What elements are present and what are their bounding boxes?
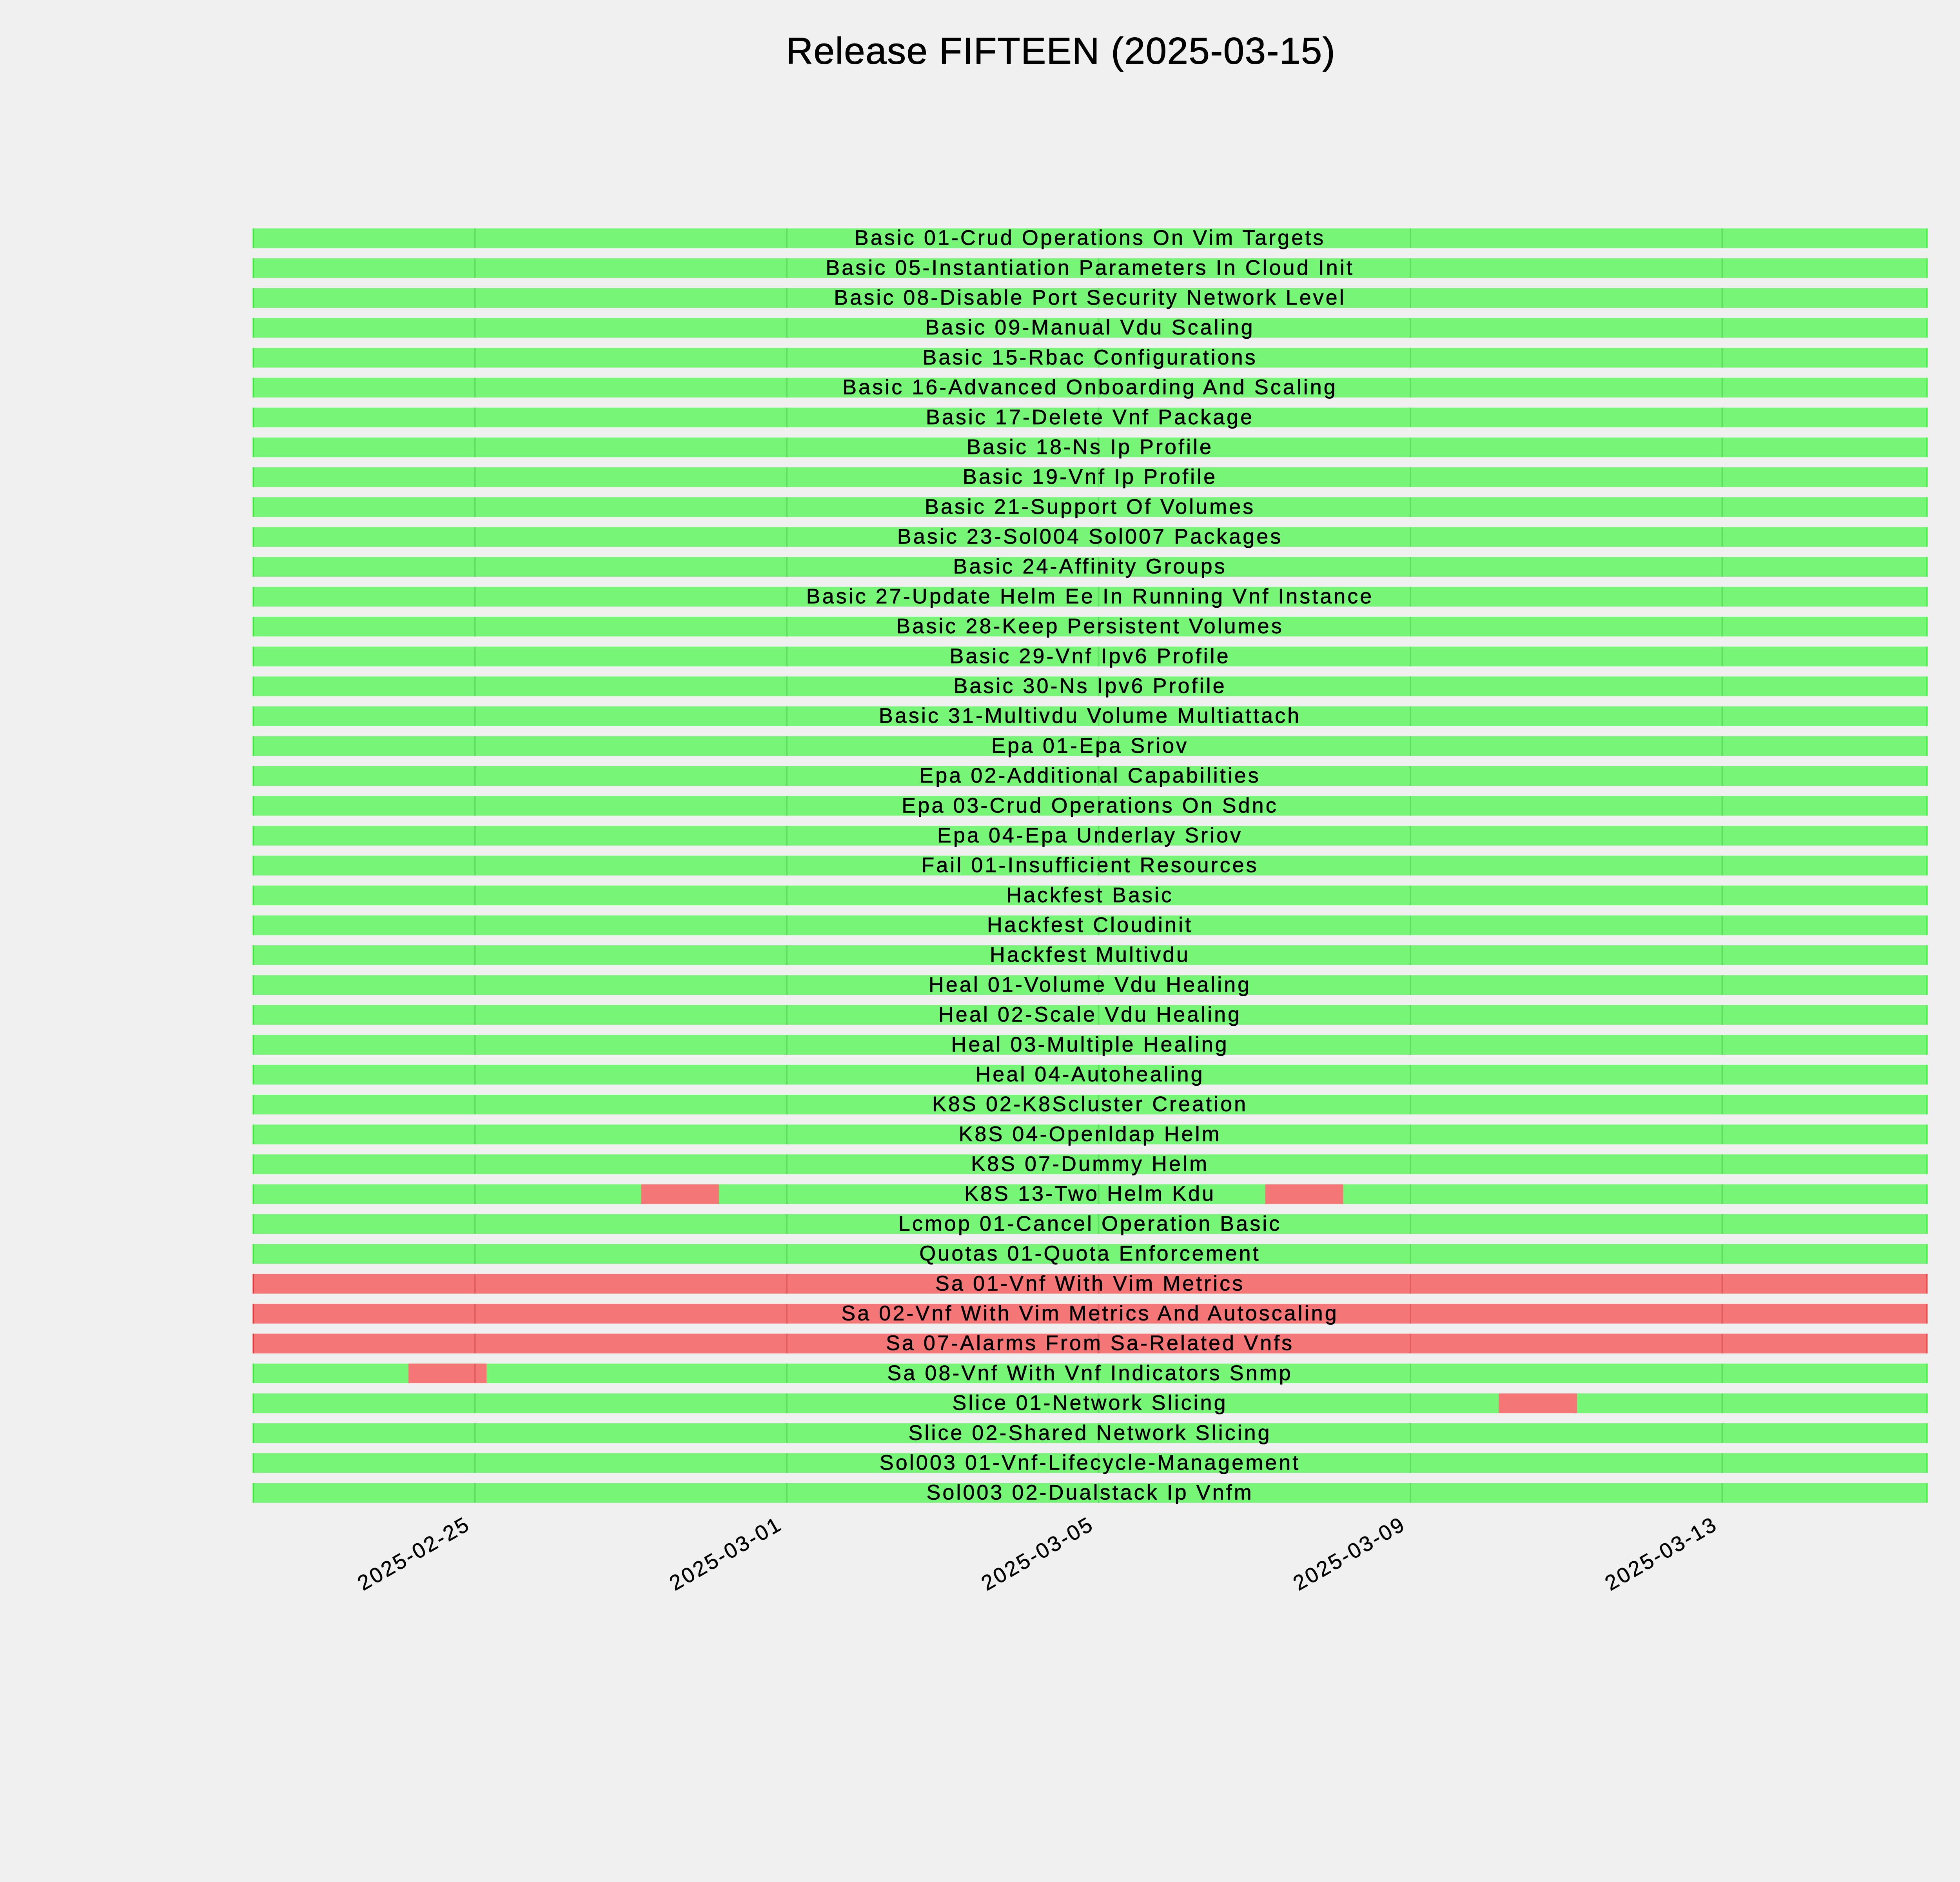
svg-text:Hackfest Cloudinit: Hackfest Cloudinit <box>987 913 1193 937</box>
svg-text:Basic 08-Disable Port Security: Basic 08-Disable Port Security Network L… <box>834 286 1346 309</box>
svg-text:Release FIFTEEN (2025-03-15): Release FIFTEEN (2025-03-15) <box>786 30 1336 72</box>
svg-text:Basic 05-Instantiation Paramet: Basic 05-Instantiation Parameters In Clo… <box>826 256 1354 280</box>
svg-text:Sa 02-Vnf With Vim Metrics And: Sa 02-Vnf With Vim Metrics And Autoscali… <box>841 1301 1338 1325</box>
svg-text:Epa 01-Epa Sriov: Epa 01-Epa Sriov <box>991 734 1189 758</box>
svg-text:Basic 19-Vnf Ip Profile: Basic 19-Vnf Ip Profile <box>963 465 1217 489</box>
svg-text:K8S 13-Two Helm Kdu: K8S 13-Two Helm Kdu <box>964 1182 1216 1206</box>
svg-text:K8S 07-Dummy Helm: K8S 07-Dummy Helm <box>971 1152 1209 1176</box>
svg-text:Basic 28-Keep Persistent Volum: Basic 28-Keep Persistent Volumes <box>896 614 1283 638</box>
svg-text:Slice 02-Shared Network Slicin: Slice 02-Shared Network Slicing <box>908 1421 1271 1444</box>
svg-text:Heal 01-Volume Vdu Healing: Heal 01-Volume Vdu Healing <box>929 973 1251 996</box>
svg-text:Lcmop 01-Cancel Operation Basi: Lcmop 01-Cancel Operation Basic <box>898 1212 1281 1235</box>
svg-text:Epa 04-Epa Underlay Sriov: Epa 04-Epa Underlay Sriov <box>937 823 1243 847</box>
svg-text:Basic 21-Support Of Volumes: Basic 21-Support Of Volumes <box>925 495 1255 518</box>
svg-text:Basic 29-Vnf Ipv6 Profile: Basic 29-Vnf Ipv6 Profile <box>949 644 1230 668</box>
svg-text:Heal 02-Scale Vdu Healing: Heal 02-Scale Vdu Healing <box>938 1003 1241 1026</box>
svg-text:Hackfest Multivdu: Hackfest Multivdu <box>990 943 1190 966</box>
svg-text:Sol003 02-Dualstack Ip Vnfm: Sol003 02-Dualstack Ip Vnfm <box>926 1481 1253 1504</box>
svg-text:Basic 17-Delete Vnf Package: Basic 17-Delete Vnf Package <box>926 405 1254 429</box>
svg-text:Heal 04-Autohealing: Heal 04-Autohealing <box>975 1063 1204 1086</box>
svg-text:Fail 01-Insufficient Resources: Fail 01-Insufficient Resources <box>921 854 1258 877</box>
svg-text:Heal 03-Multiple Healing: Heal 03-Multiple Healing <box>951 1033 1229 1056</box>
svg-text:Basic 30-Ns Ipv6 Profile: Basic 30-Ns Ipv6 Profile <box>953 674 1226 698</box>
svg-text:Basic 31-Multivdu Volume Multi: Basic 31-Multivdu Volume Multiattach <box>879 704 1301 728</box>
svg-text:Basic 18-Ns Ip Profile: Basic 18-Ns Ip Profile <box>967 435 1213 459</box>
svg-text:Slice 01-Network Slicing: Slice 01-Network Slicing <box>952 1391 1227 1415</box>
svg-text:Sa 01-Vnf With Vim Metrics: Sa 01-Vnf With Vim Metrics <box>935 1272 1245 1295</box>
svg-text:Basic 24-Affinity Groups: Basic 24-Affinity Groups <box>953 555 1227 578</box>
svg-text:Quotas 01-Quota Enforcement: Quotas 01-Quota Enforcement <box>919 1242 1260 1265</box>
svg-text:Sa 07-Alarms From Sa-Related V: Sa 07-Alarms From Sa-Related Vnfs <box>886 1332 1294 1355</box>
svg-text:Sa 08-Vnf With Vnf Indicators: Sa 08-Vnf With Vnf Indicators Snmp <box>887 1361 1292 1385</box>
svg-text:Hackfest Basic: Hackfest Basic <box>1006 883 1174 907</box>
svg-text:Basic 15-Rbac Configurations: Basic 15-Rbac Configurations <box>922 345 1257 369</box>
svg-text:Basic 27-Update Helm Ee In Run: Basic 27-Update Helm Ee In Running Vnf I… <box>806 585 1374 608</box>
svg-text:Sol003 01-Vnf-Lifecycle-Manage: Sol003 01-Vnf-Lifecycle-Management <box>880 1451 1301 1474</box>
svg-text:Basic 09-Manual Vdu Scaling: Basic 09-Manual Vdu Scaling <box>925 316 1254 339</box>
svg-text:Epa 03-Crud Operations On Sdnc: Epa 03-Crud Operations On Sdnc <box>902 794 1278 817</box>
svg-text:Basic 23-Sol004 Sol007 Package: Basic 23-Sol004 Sol007 Packages <box>897 525 1283 549</box>
svg-text:K8S 04-Openldap Helm: K8S 04-Openldap Helm <box>958 1122 1221 1146</box>
svg-text:K8S 02-K8Scluster Creation: K8S 02-K8Scluster Creation <box>932 1092 1248 1116</box>
svg-text:Epa 02-Additional Capabilities: Epa 02-Additional Capabilities <box>919 764 1260 787</box>
svg-text:Basic 16-Advanced Onboarding A: Basic 16-Advanced Onboarding And Scaling <box>842 376 1338 399</box>
svg-text:Basic 01-Crud Operations On Vi: Basic 01-Crud Operations On Vim Targets <box>855 226 1325 250</box>
